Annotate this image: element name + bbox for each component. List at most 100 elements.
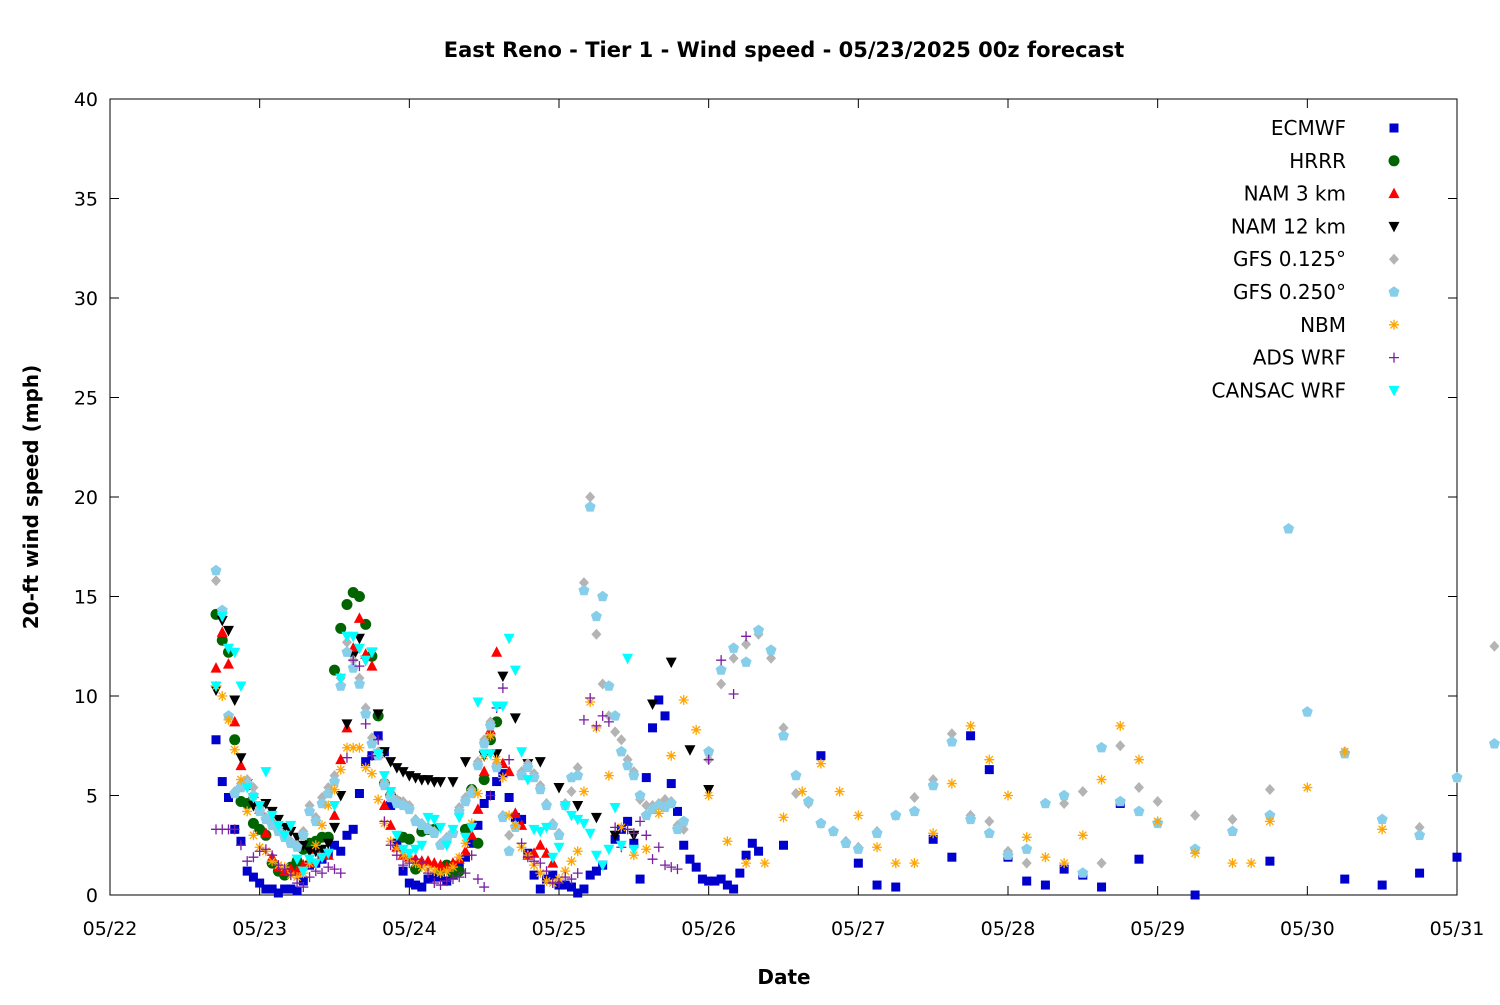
- data-point: [579, 787, 589, 797]
- y-axis-label: 20-ft wind speed (mph): [19, 365, 43, 630]
- data-point: [748, 839, 757, 848]
- data-point: [685, 855, 694, 864]
- legend-marker: [1389, 320, 1399, 330]
- data-point: [317, 820, 327, 830]
- data-point: [872, 842, 882, 852]
- data-point: [666, 751, 676, 761]
- data-point: [984, 755, 994, 765]
- data-point: [722, 836, 732, 846]
- data-point: [1453, 853, 1462, 862]
- x-tick-label: 05/28: [981, 918, 1036, 940]
- data-point: [1078, 830, 1088, 840]
- data-point: [349, 825, 358, 834]
- data-point: [754, 847, 763, 856]
- data-point: [579, 885, 588, 894]
- data-point: [966, 731, 975, 740]
- data-point: [480, 799, 489, 808]
- data-point: [853, 810, 863, 820]
- data-point: [985, 765, 994, 774]
- data-point: [1377, 824, 1387, 834]
- data-point: [854, 859, 863, 868]
- data-point: [704, 791, 714, 801]
- data-point: [242, 806, 252, 816]
- data-point: [1415, 869, 1424, 878]
- data-point: [673, 807, 682, 816]
- data-point: [218, 777, 227, 786]
- x-tick-label: 05/29: [1130, 918, 1185, 940]
- data-point: [573, 846, 583, 856]
- data-point: [336, 847, 345, 856]
- data-point: [654, 808, 664, 818]
- legend-marker: [1389, 155, 1400, 166]
- data-point: [536, 885, 545, 894]
- data-point: [1340, 875, 1349, 884]
- data-point: [1003, 791, 1013, 801]
- data-point: [355, 789, 364, 798]
- data-point: [1022, 877, 1031, 886]
- data-point: [779, 841, 788, 850]
- data-point: [679, 695, 689, 705]
- data-point: [873, 881, 882, 890]
- data-point: [230, 745, 240, 755]
- y-tick-label: 30: [74, 288, 98, 310]
- data-point: [1041, 881, 1050, 890]
- data-point: [454, 852, 464, 862]
- data-point: [217, 691, 227, 701]
- data-point: [691, 725, 701, 735]
- data-point: [404, 834, 415, 845]
- legend-marker: [1390, 124, 1399, 133]
- data-point: [679, 841, 688, 850]
- legend-label: NBM: [1300, 313, 1346, 337]
- legend-label: ADS WRF: [1253, 346, 1346, 370]
- data-point: [354, 591, 365, 602]
- data-point: [485, 731, 495, 741]
- data-point: [835, 787, 845, 797]
- legend-label: ECMWF: [1271, 116, 1346, 140]
- data-point: [1378, 881, 1387, 890]
- data-point: [1302, 783, 1312, 793]
- data-point: [311, 840, 321, 850]
- y-tick-label: 40: [74, 89, 98, 111]
- data-point: [336, 765, 346, 775]
- data-point: [248, 830, 258, 840]
- data-point: [692, 863, 701, 872]
- data-point: [797, 787, 807, 797]
- data-point: [566, 856, 576, 866]
- data-point: [1153, 816, 1163, 826]
- x-tick-label: 05/31: [1430, 918, 1485, 940]
- data-point: [1040, 852, 1050, 862]
- y-tick-label: 5: [86, 786, 98, 808]
- data-point: [505, 793, 514, 802]
- data-point: [373, 794, 383, 804]
- data-point: [1246, 858, 1256, 868]
- data-point: [473, 789, 483, 799]
- data-point: [891, 858, 901, 868]
- y-tick-label: 15: [74, 587, 98, 609]
- x-tick-label: 05/23: [232, 918, 287, 940]
- data-point: [1340, 747, 1350, 757]
- x-tick-label: 05/27: [831, 918, 886, 940]
- data-point: [891, 883, 900, 892]
- data-point: [492, 755, 502, 765]
- data-point: [223, 715, 233, 725]
- legend-label: CANSAC WRF: [1211, 378, 1346, 402]
- data-point: [417, 883, 426, 892]
- data-point: [510, 820, 520, 830]
- x-tick-label: 05/22: [83, 918, 138, 940]
- data-point: [1022, 832, 1032, 842]
- data-point: [1115, 721, 1125, 731]
- data-point: [1191, 891, 1200, 900]
- data-point: [530, 871, 539, 880]
- data-point: [498, 773, 508, 783]
- x-tick-label: 05/25: [532, 918, 587, 940]
- data-point: [928, 828, 938, 838]
- data-point: [735, 869, 744, 878]
- x-tick-label: 05/30: [1280, 918, 1335, 940]
- chart-title: East Reno - Tier 1 - Wind speed - 05/23/…: [444, 38, 1125, 62]
- data-point: [1134, 855, 1143, 864]
- data-point: [212, 735, 221, 744]
- data-point: [729, 885, 738, 894]
- data-point: [909, 858, 919, 868]
- y-tick-label: 0: [86, 885, 98, 907]
